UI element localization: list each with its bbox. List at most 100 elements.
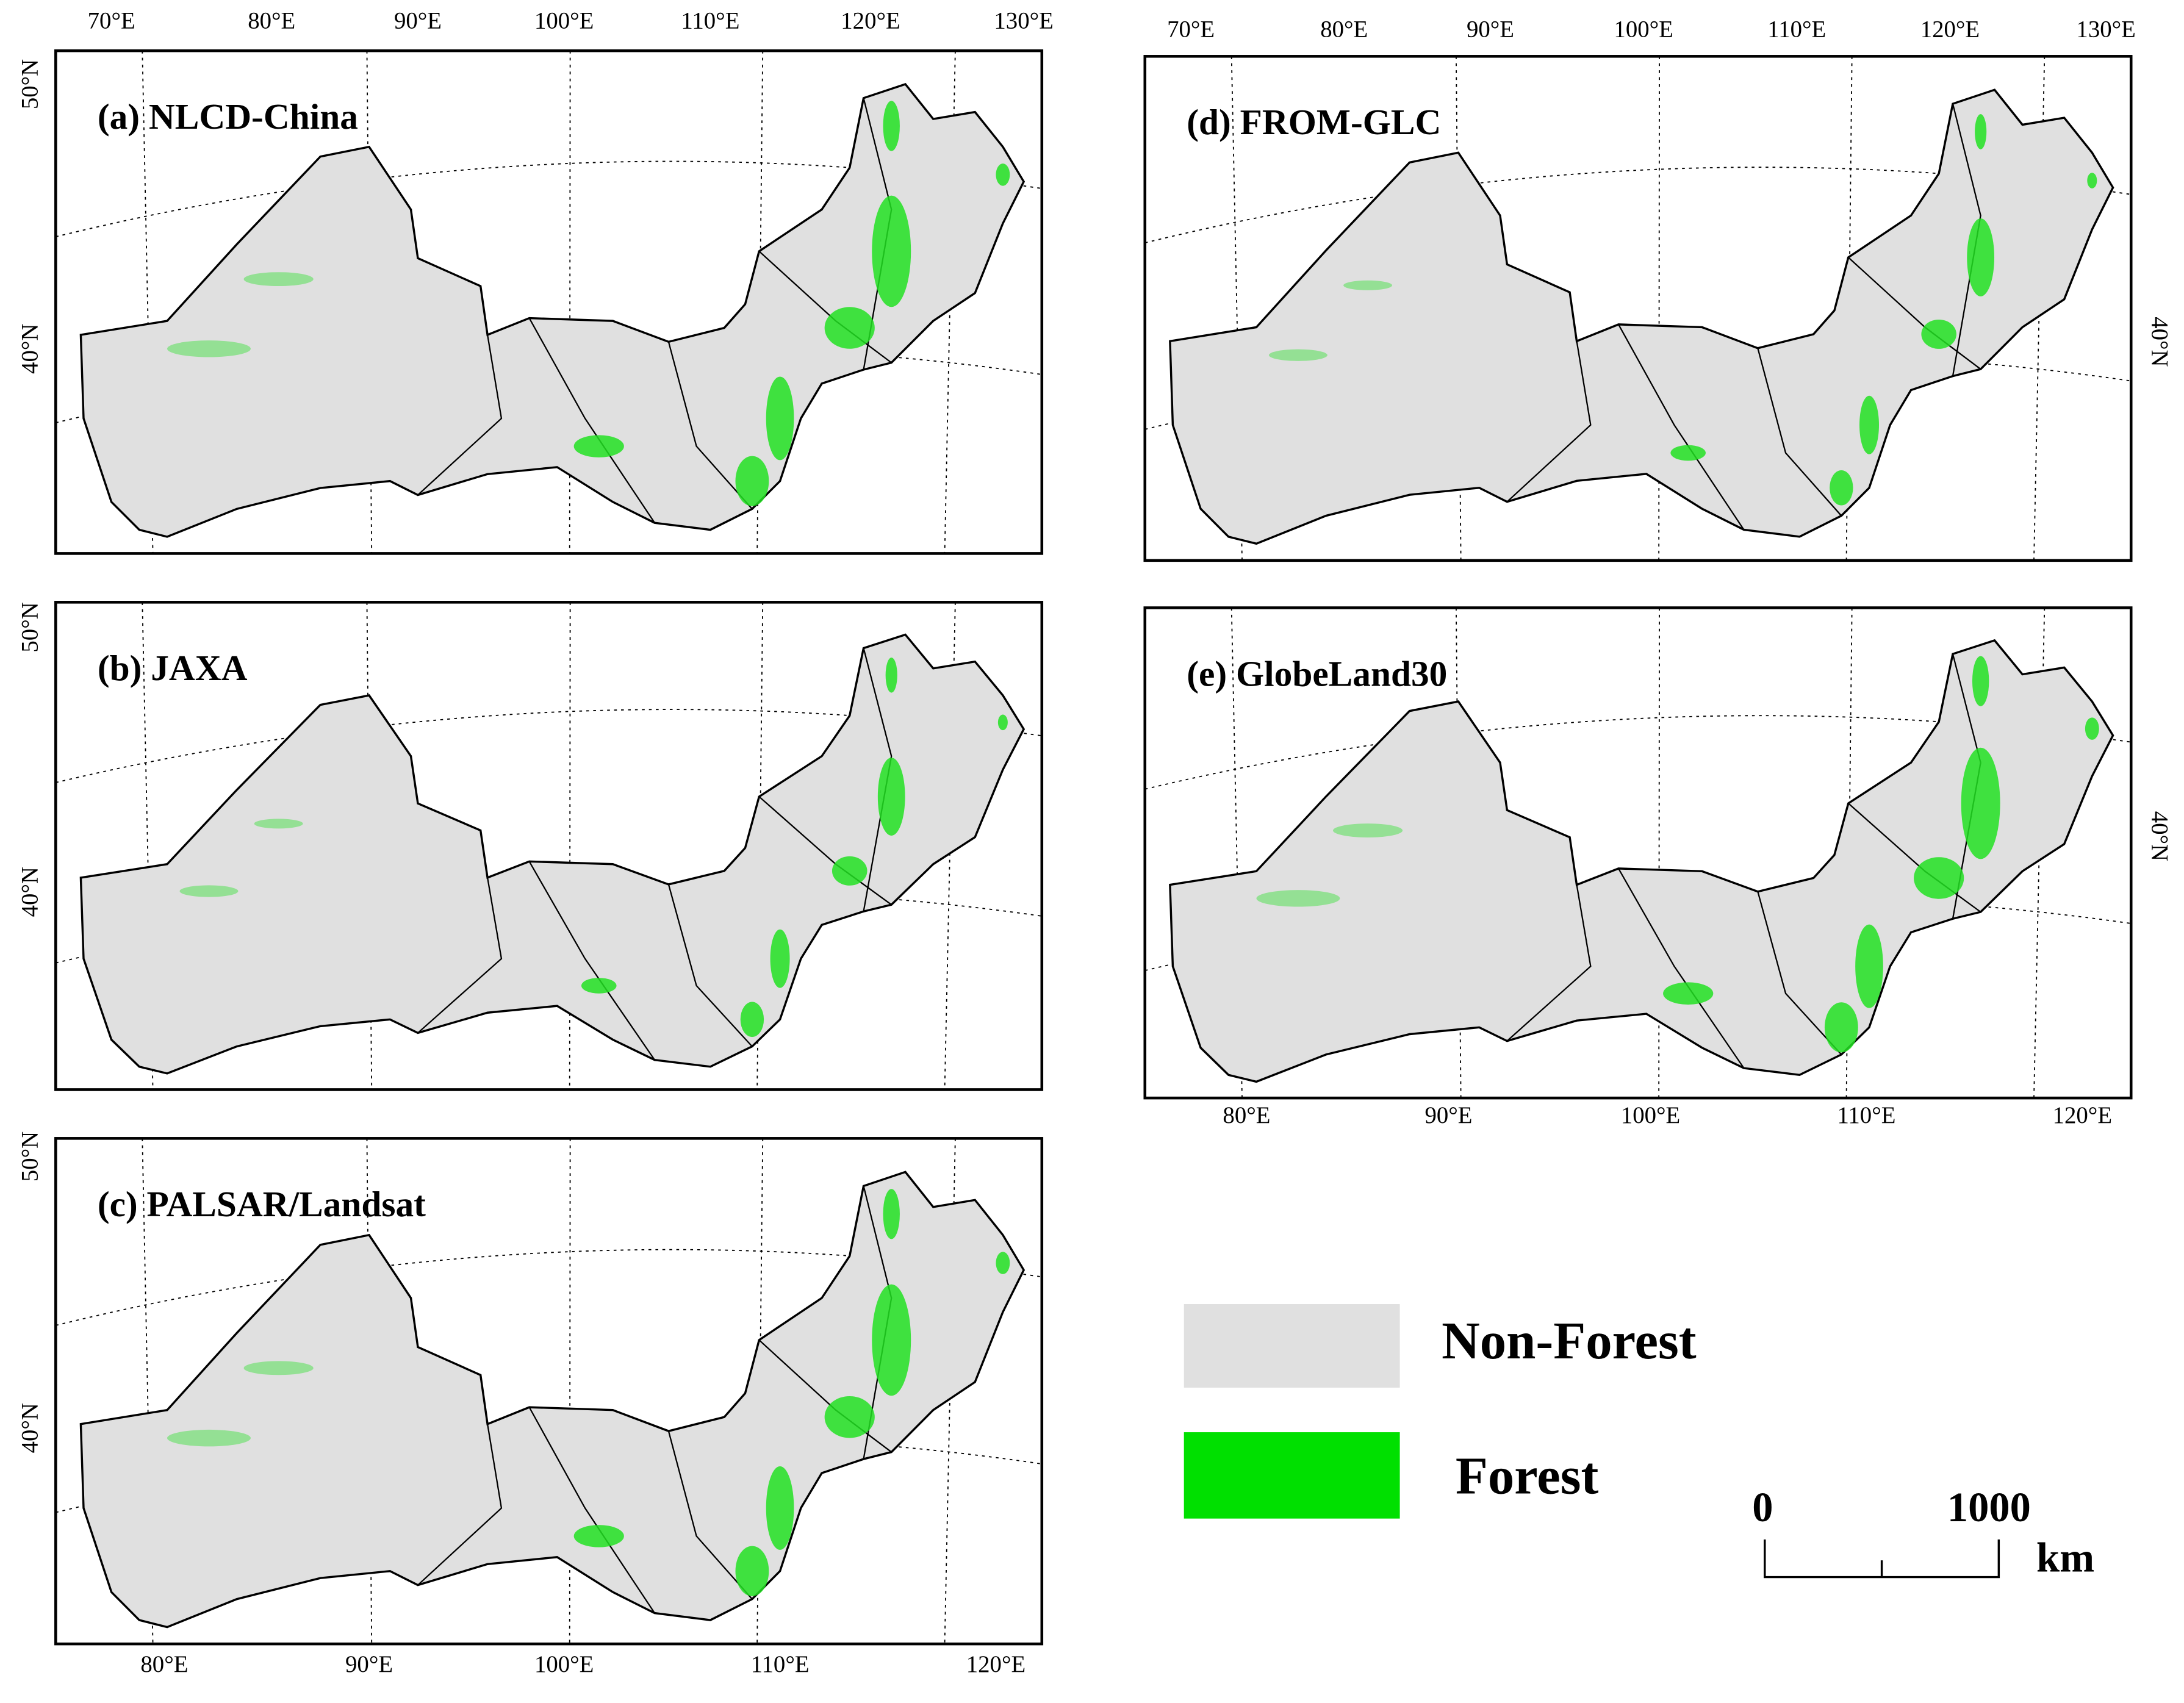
lon-label: 80°E xyxy=(1223,1102,1270,1128)
forest-patch xyxy=(243,272,314,287)
forest-patch xyxy=(1332,823,1403,837)
panel-title: (d) FROM-GLC xyxy=(1187,102,1441,142)
lon-label: 120°E xyxy=(2053,1102,2112,1128)
forest-patch xyxy=(1967,218,1995,296)
forest-patch xyxy=(883,1189,900,1239)
lon-label: 90°E xyxy=(345,1651,393,1677)
lon-label: 90°E xyxy=(1467,16,1514,42)
panel-title: (e) GlobeLand30 xyxy=(1187,653,1447,694)
forest-patch xyxy=(824,307,875,349)
lon-label: 110°E xyxy=(1767,16,1826,42)
lon-label: 70°E xyxy=(88,8,135,34)
forest-patch xyxy=(997,714,1008,731)
forest-patch xyxy=(1859,395,1879,454)
province-border xyxy=(1952,103,1981,376)
province-border xyxy=(417,1424,503,1586)
forest-patch xyxy=(996,163,1010,186)
graticule-meridian xyxy=(1230,608,1243,1099)
forest-patch xyxy=(735,1546,769,1596)
forest-patch xyxy=(735,456,769,506)
forest-patch xyxy=(167,1429,251,1447)
lat-label: 40°N xyxy=(17,867,43,917)
province-border xyxy=(1618,868,1745,1069)
scale-label: 1000 xyxy=(1947,1484,2031,1530)
forest-patch xyxy=(243,1361,314,1375)
lon-label: 120°E xyxy=(1920,16,1980,42)
lon-label: 80°E xyxy=(248,8,295,34)
forest-patch xyxy=(740,1002,764,1038)
lon-label: 110°E xyxy=(1837,1102,1895,1128)
province-border xyxy=(528,317,656,523)
map-panel: (a) NLCD-China 70°E 80°E 90°E 100°E 110°E 120°… xyxy=(17,8,1054,555)
lon-label: 110°E xyxy=(751,1651,810,1677)
lat-label: 40°N xyxy=(2146,811,2172,861)
province-border xyxy=(667,342,753,510)
lat-label: 50°N xyxy=(17,1131,43,1181)
scale-label: 0 xyxy=(1752,1484,1773,1530)
province-border xyxy=(1618,324,1745,531)
lon-label: 120°E xyxy=(841,8,900,34)
panel-title: (b) JAXA xyxy=(98,648,248,688)
province-border xyxy=(667,1430,753,1600)
map-panel: (d) FROM-GLC 70°E 80°E 90°E 100°E 110°E 120°E 1… xyxy=(1143,16,2172,562)
lat-label: 40°N xyxy=(17,324,43,374)
legend-swatch-forest xyxy=(1184,1432,1400,1519)
lon-label: 130°E xyxy=(2076,16,2135,42)
province-border xyxy=(863,648,893,912)
forest-patch xyxy=(872,1284,911,1396)
graticule-meridian xyxy=(142,1138,154,1644)
scale-bar xyxy=(1764,1539,2000,1579)
forest-patch xyxy=(2087,173,2097,188)
forest-patch xyxy=(996,1252,1010,1274)
forest-patch xyxy=(766,376,794,461)
lat-label: 50°N xyxy=(17,59,43,109)
lon-label: 80°E xyxy=(1320,16,1368,42)
map-panel: (c) PALSAR/Landsat 80°E 90°E 100°E 110°E 120°… xyxy=(17,1131,1044,1677)
forest-patch xyxy=(573,435,624,457)
forest-patch xyxy=(1268,349,1327,361)
forest-patch xyxy=(1663,982,1714,1005)
panel-title: (a) NLCD-China xyxy=(98,96,358,137)
legend-label: Non-Forest xyxy=(1442,1311,1697,1370)
panel-title: (c) PALSAR/Landsat xyxy=(98,1184,426,1224)
lon-label: 80°E xyxy=(140,1651,188,1677)
forest-patch xyxy=(770,929,790,988)
legend-swatch-nonforest xyxy=(1184,1304,1400,1388)
province-border xyxy=(1757,891,1842,1055)
lat-label: 40°N xyxy=(17,1403,43,1453)
lon-label: 90°E xyxy=(394,8,442,34)
forest-patch xyxy=(1343,280,1393,290)
lat-label: 40°N xyxy=(2146,317,2172,367)
province-border xyxy=(667,884,753,1047)
forest-patch xyxy=(877,758,905,836)
forest-patch xyxy=(832,856,867,886)
province-border xyxy=(528,861,656,1061)
province-border xyxy=(1757,348,1842,517)
forest-patch xyxy=(1824,1002,1858,1053)
forest-patch xyxy=(1972,656,1989,706)
lon-label: 100°E xyxy=(534,8,594,34)
lon-label: 100°E xyxy=(1621,1102,1680,1128)
lon-label: 130°E xyxy=(994,8,1053,34)
legend-label: Forest xyxy=(1456,1447,1599,1505)
forest-patch xyxy=(872,195,911,307)
forest-patch xyxy=(885,658,897,693)
forest-patch xyxy=(1914,857,1964,899)
forest-patch xyxy=(2085,717,2099,740)
forest-patch xyxy=(824,1396,875,1438)
lon-label: 110°E xyxy=(681,8,739,34)
forest-patch xyxy=(254,819,303,829)
lon-label: 90°E xyxy=(1424,1102,1472,1128)
forest-patch xyxy=(1921,319,1956,349)
forest-patch xyxy=(179,885,239,897)
forest-patch xyxy=(167,340,251,357)
forest-patch xyxy=(1256,890,1340,907)
forest-patch xyxy=(1855,924,1883,1008)
province-border xyxy=(417,877,503,1034)
forest-patch xyxy=(1961,747,2000,859)
forest-patch xyxy=(573,1525,624,1547)
lon-label: 100°E xyxy=(534,1651,594,1677)
forest-patch xyxy=(883,101,900,151)
province-border xyxy=(417,334,503,496)
